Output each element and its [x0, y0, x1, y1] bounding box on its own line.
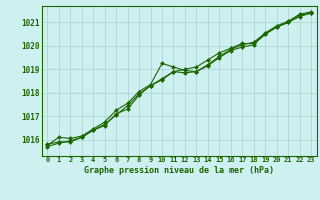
X-axis label: Graphe pression niveau de la mer (hPa): Graphe pression niveau de la mer (hPa) [84, 166, 274, 175]
